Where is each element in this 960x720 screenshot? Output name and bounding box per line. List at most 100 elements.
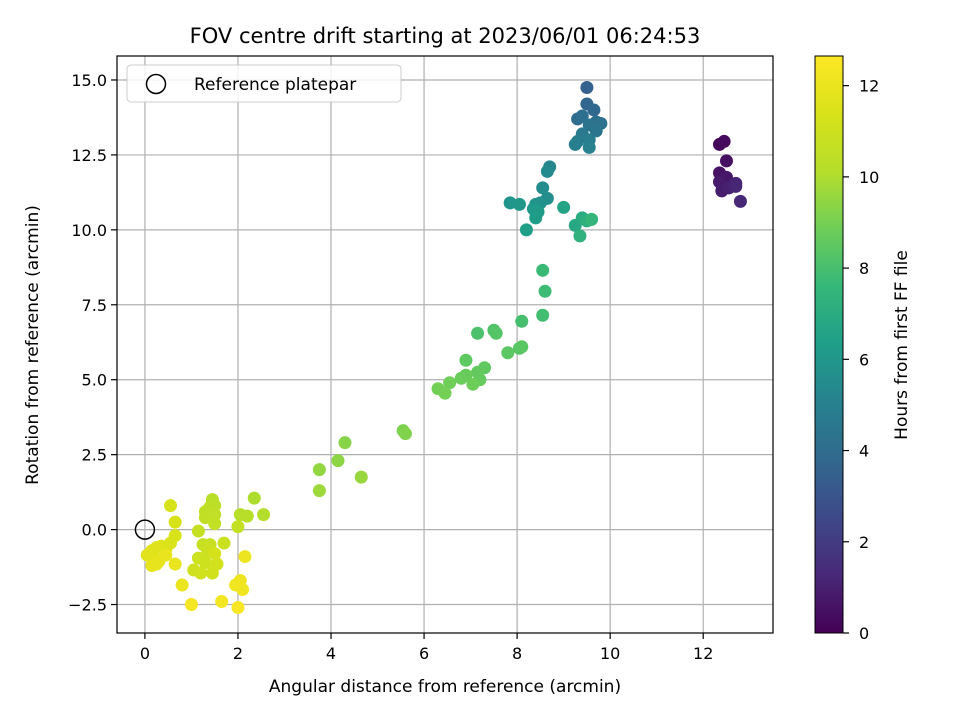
scatter-point — [536, 263, 550, 277]
scatter-point — [717, 134, 731, 148]
scatter-point — [501, 346, 515, 360]
scatter-point — [231, 520, 245, 534]
scatter-point — [191, 524, 205, 538]
scatter-point — [338, 436, 352, 450]
scatter-point — [589, 124, 603, 138]
x-axis-title: Angular distance from reference (arcmin) — [269, 677, 621, 697]
scatter-point — [719, 154, 733, 168]
x-tick-label: 6 — [419, 644, 429, 663]
scatter-point — [398, 427, 412, 441]
scatter-point — [729, 179, 743, 193]
colorbar-tick-label: 10 — [859, 168, 879, 187]
scatter-point — [575, 109, 589, 123]
y-tick-label: 15.0 — [71, 71, 107, 90]
y-tick-label: 12.5 — [71, 146, 107, 165]
x-tick-label: 12 — [693, 644, 713, 663]
scatter-point — [443, 376, 457, 390]
x-tick-label: 10 — [600, 644, 620, 663]
x-tick-label: 0 — [140, 644, 150, 663]
axis-ticks: 0 2 4 6 8 10 12 −2.5 0.0 2.5 5.0 7.5 10.0 12.5 15.0 — [68, 71, 713, 663]
scatter-points — [140, 80, 747, 615]
scatter-point — [519, 223, 533, 237]
scatter-point — [164, 499, 178, 513]
scatter-point — [538, 284, 552, 298]
scatter-point — [471, 326, 485, 340]
scatter-point — [208, 547, 222, 561]
legend-entry: Reference platepar — [194, 75, 356, 95]
scatter-point — [459, 353, 473, 367]
scatter-point — [257, 508, 271, 522]
scatter-point — [573, 229, 587, 243]
x-tick-label: 2 — [233, 644, 243, 663]
scatter-point — [354, 470, 368, 484]
colorbar-tick-label: 8 — [859, 259, 869, 278]
scatter-point — [580, 80, 594, 94]
reference-point-marker — [134, 519, 156, 540]
scatter-point — [512, 197, 526, 211]
scatter-point — [585, 212, 599, 226]
scatter-point — [215, 595, 229, 609]
scatter-point — [210, 557, 224, 571]
scatter-point — [331, 454, 345, 468]
scatter-point — [175, 578, 189, 592]
scatter-point — [208, 517, 222, 531]
scatter-point — [198, 556, 212, 570]
scatter-point — [466, 377, 480, 391]
scatter-point — [312, 463, 326, 477]
legend-marker — [145, 73, 167, 95]
scatter-point — [568, 137, 582, 151]
scatter-point — [515, 314, 529, 328]
colorbar-tick-label: 0 — [859, 624, 869, 643]
scatter-point — [536, 308, 550, 322]
colorbar-frame — [814, 55, 844, 634]
scatter-point — [198, 511, 212, 525]
y-tick-label: −2.5 — [68, 596, 107, 615]
scatter-point — [240, 509, 254, 523]
legend-box — [126, 64, 402, 103]
colorbar-label: Hours from first FF file — [892, 250, 912, 440]
scatter-point — [733, 194, 747, 208]
scatter-point — [540, 164, 554, 178]
scatter-point — [582, 140, 596, 154]
y-tick-label: 10.0 — [71, 221, 107, 240]
scatter-point — [238, 550, 252, 564]
scatter-point — [168, 557, 182, 571]
scatter-point — [236, 583, 250, 597]
plot-frame — [116, 55, 774, 634]
colorbar-tick-label: 2 — [859, 533, 869, 552]
chart-title: FOV centre drift starting at 2023/06/01 … — [190, 24, 701, 48]
scatter-point — [312, 484, 326, 498]
legend: Reference platepar — [126, 64, 402, 103]
colorbar-ticks: 0 2 4 6 8 10 12 — [843, 77, 879, 643]
y-axis-title: Rotation from reference (arcmin) — [23, 205, 43, 485]
scatter-point — [168, 515, 182, 529]
y-tick-label: 7.5 — [82, 296, 107, 315]
colorbar: 0 2 4 6 8 10 12 Hours from first FF file — [814, 55, 912, 643]
scatter-point — [489, 326, 503, 340]
y-tick-label: 0.0 — [82, 521, 107, 540]
colorbar-tick-label: 4 — [859, 442, 869, 461]
x-tick-label: 4 — [326, 644, 336, 663]
scatter-point — [515, 340, 529, 354]
colorbar-gradient — [815, 56, 843, 633]
x-tick-label: 8 — [512, 644, 522, 663]
y-tick-label: 5.0 — [82, 371, 107, 390]
scatter-point — [231, 601, 245, 615]
scatter-point — [587, 103, 601, 117]
scatter-point — [557, 200, 571, 214]
scatter-point — [150, 557, 164, 571]
scatter-point — [536, 181, 550, 195]
scatter-point — [454, 371, 468, 385]
scatter-point — [217, 536, 231, 550]
scatter-point — [184, 598, 198, 612]
scatter-point — [247, 491, 261, 505]
scatter-point — [529, 211, 543, 225]
colorbar-tick-label: 6 — [859, 350, 869, 369]
scatter-point — [194, 566, 208, 580]
y-tick-label: 2.5 — [82, 446, 107, 465]
scatter-point — [159, 548, 173, 562]
colorbar-tick-label: 12 — [859, 77, 879, 96]
scatter-point — [438, 386, 452, 400]
